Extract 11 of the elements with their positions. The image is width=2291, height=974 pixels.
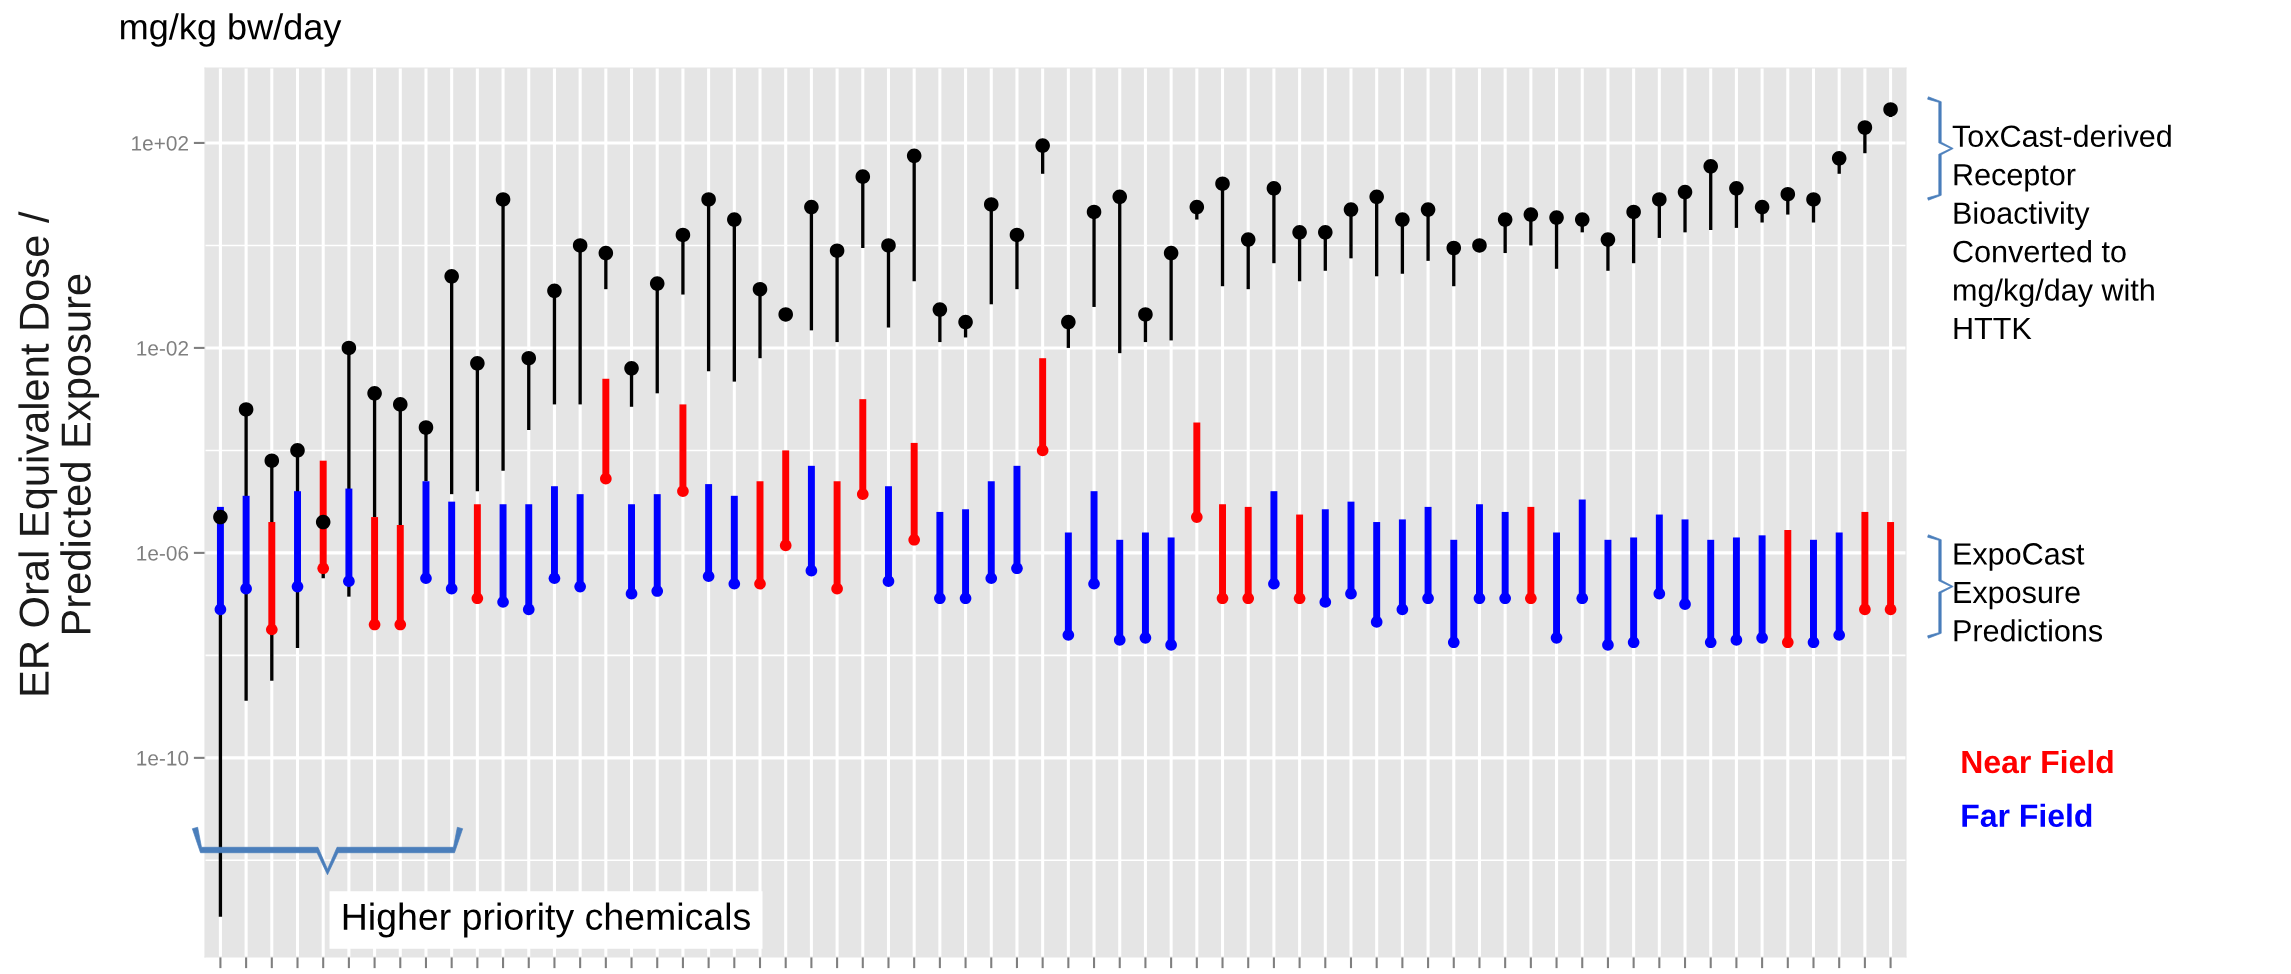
y-tick-label: 1e-06 (137, 545, 189, 561)
text: ToxCast-derived Receptor Bioactivity Converted to mg/kg/day with HTTK (1952, 124, 2171, 340)
y-axis-title: ER Oral Equivalent Dose / Predicted Exposure (18, 211, 100, 695)
y-tick-label: 1e+02 (132, 135, 188, 151)
text: ExpoCast Exposure Predictions (1954, 543, 2103, 642)
chart-title: mg/kg bw/day (121, 13, 342, 47)
annotation: Higher priority chemicals (343, 902, 750, 938)
y-tick-label: 1e-02 (137, 340, 188, 356)
text: Near Field (1962, 749, 2113, 774)
y-tick-label: 1e-10 (137, 750, 189, 766)
text: Far Field (1962, 803, 2092, 828)
